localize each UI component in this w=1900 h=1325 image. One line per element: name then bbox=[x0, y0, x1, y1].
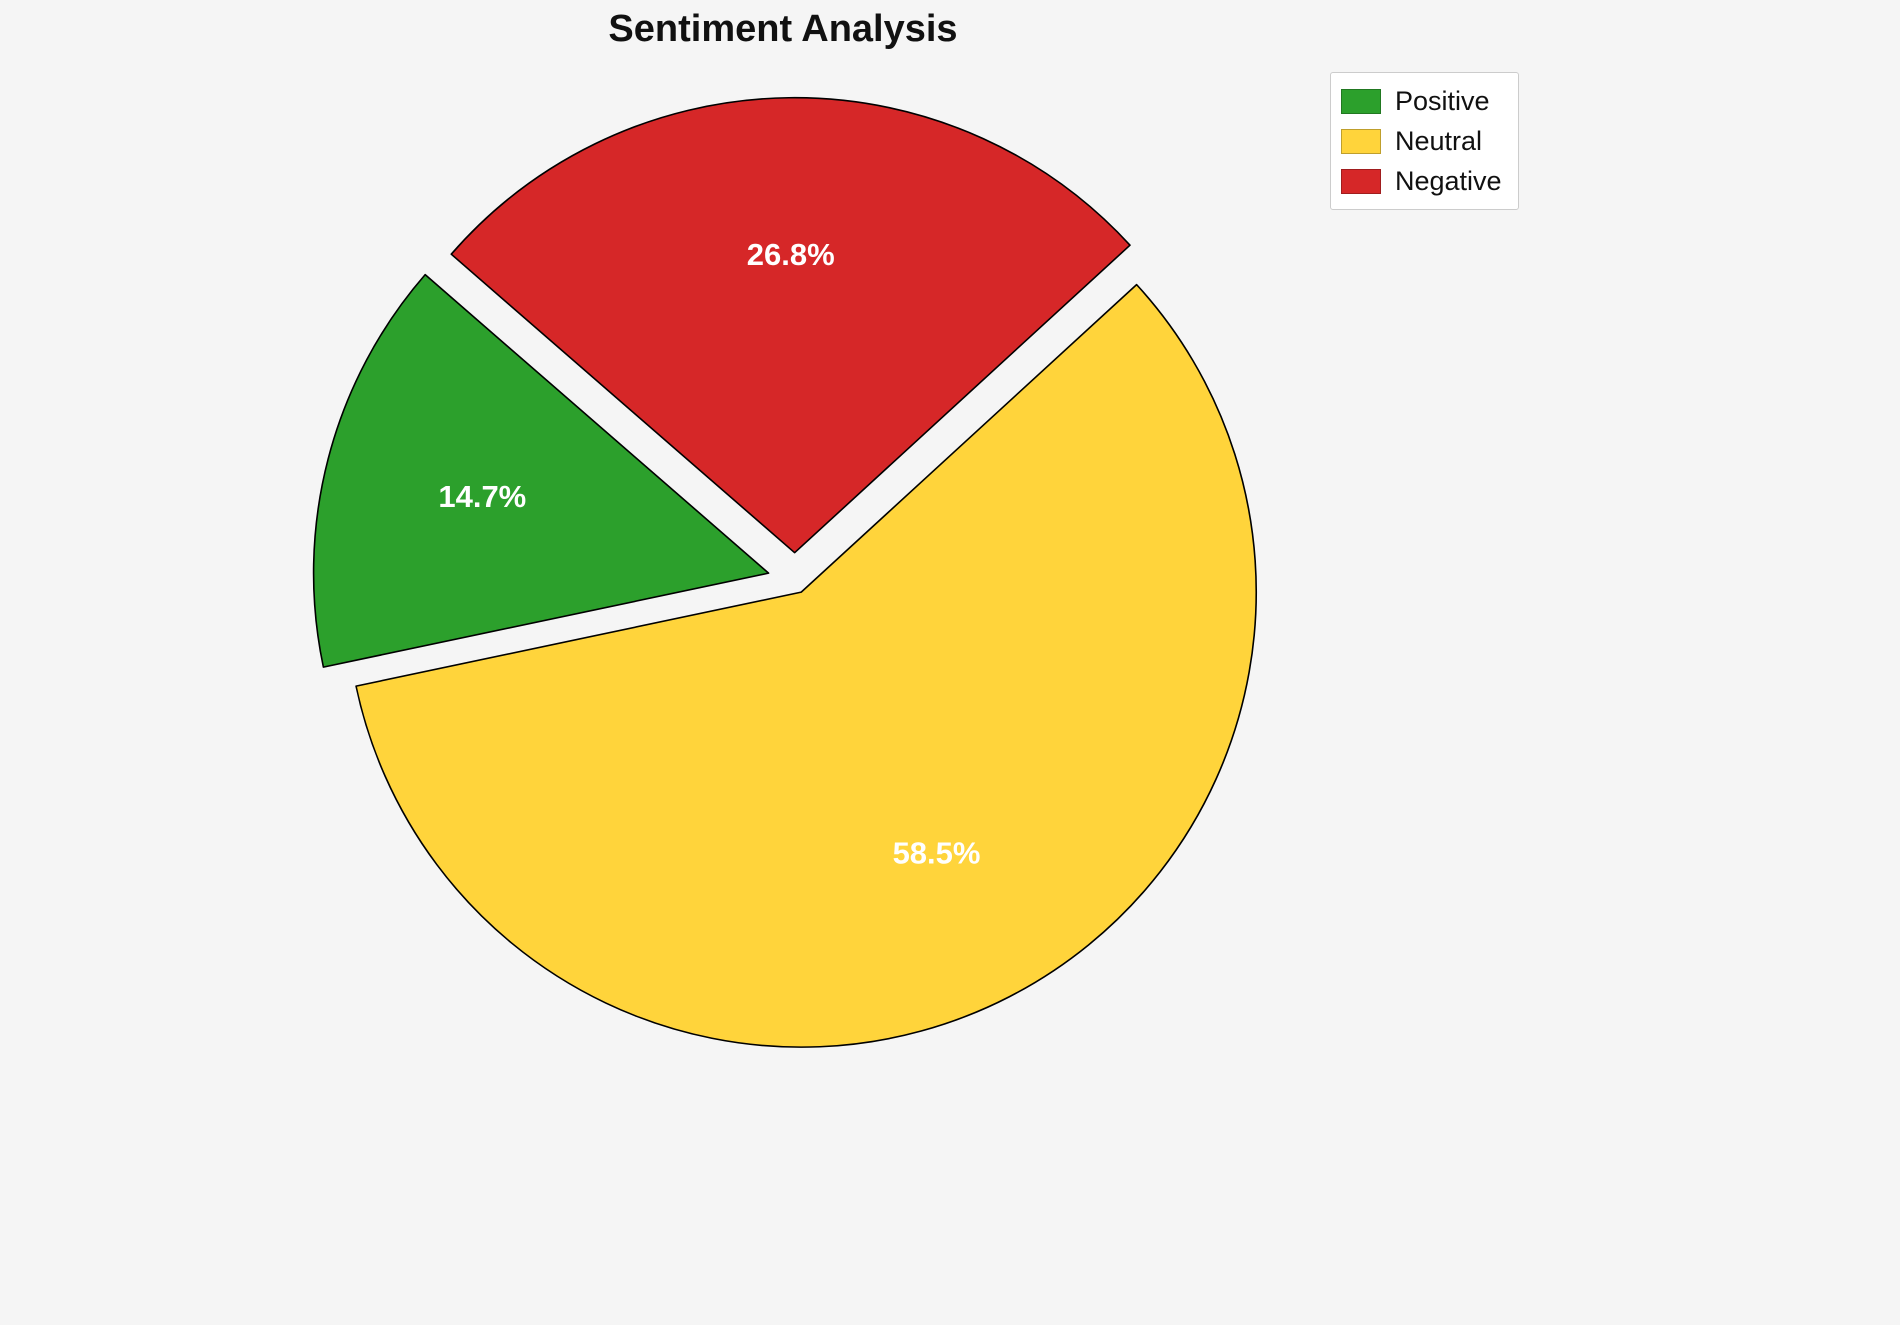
legend-swatch bbox=[1341, 128, 1381, 154]
pie-slice-pct-label: 58.5% bbox=[893, 835, 981, 870]
chart-title: Sentiment Analysis bbox=[608, 8, 958, 50]
legend-item-positive: Positive bbox=[1341, 81, 1502, 121]
pie-slice-neutral bbox=[355, 283, 1258, 1048]
pie-slice-pct-label: 26.8% bbox=[747, 237, 835, 272]
legend-label: Neutral bbox=[1395, 125, 1483, 156]
pie-slice-positive bbox=[312, 273, 770, 668]
legend-item-negative: Negative bbox=[1341, 161, 1502, 201]
legend: Positive Neutral Negative bbox=[1330, 72, 1519, 210]
legend-item-neutral: Neutral bbox=[1341, 121, 1502, 161]
legend-swatch bbox=[1341, 88, 1381, 114]
pie-slice-pct-label: 14.7% bbox=[438, 479, 526, 514]
legend-swatch bbox=[1341, 168, 1381, 194]
legend-label: Negative bbox=[1395, 165, 1502, 196]
pie-slice-negative bbox=[450, 96, 1131, 554]
legend-label: Positive bbox=[1395, 85, 1490, 116]
